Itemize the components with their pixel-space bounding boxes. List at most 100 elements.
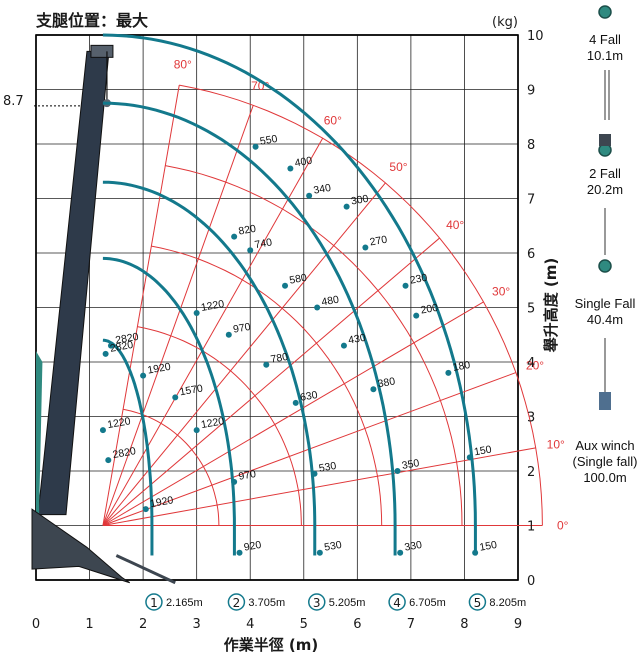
load-value-label: 200 <box>420 302 439 317</box>
boom-length-number: 3 <box>313 596 321 610</box>
load-curve <box>102 256 236 526</box>
boom-length-badge <box>308 593 326 611</box>
hook-fall-label: 4 Fall <box>589 32 621 47</box>
load-point <box>282 282 289 289</box>
load-point <box>402 282 409 289</box>
angle-label: 10° <box>547 437 565 451</box>
boom-length-number: 5 <box>474 596 482 610</box>
x-axis-title: 作業半徑 (m) <box>224 636 319 654</box>
load-value-label: 1920 <box>147 361 172 377</box>
load-curve <box>102 101 397 526</box>
crane-mast-shape <box>36 351 43 531</box>
load-value-label: 530 <box>318 460 337 475</box>
load-point <box>314 304 321 311</box>
load-value-label: 270 <box>369 234 388 249</box>
hook-length-label: 20.2m <box>587 182 623 197</box>
boom-length-label: 8.205m <box>489 597 526 609</box>
boom-length-number: 4 <box>393 596 401 610</box>
load-value-label: 780 <box>270 351 289 366</box>
angle-label: 20° <box>526 358 544 372</box>
y-axis-title: 舉升高度 (m) <box>542 258 560 353</box>
load-point <box>193 309 200 316</box>
y-tick-label: 7 <box>527 193 535 208</box>
boom-length-label: 5.205m <box>329 597 366 609</box>
load-value-label: 230 <box>409 272 428 287</box>
load-value-label: 430 <box>347 332 366 347</box>
outrigger-leg <box>115 554 176 585</box>
boom-length-number: 1 <box>150 596 158 610</box>
x-tick-label: 1 <box>85 617 93 632</box>
plot-frame <box>35 34 519 581</box>
load-value-label: 2820 <box>109 339 134 355</box>
outrigger-shape <box>31 508 131 584</box>
load-point <box>140 372 147 379</box>
y-tick-label: 3 <box>527 411 535 426</box>
load-point <box>142 506 149 513</box>
load-point <box>397 549 404 556</box>
hook-length-label: 40.4m <box>587 312 623 327</box>
x-tick-label: 3 <box>193 617 201 632</box>
y-tick-label: 8 <box>527 138 535 153</box>
load-point <box>107 342 114 349</box>
boom-length-label: 3.705m <box>248 597 285 609</box>
x-tick-label: 9 <box>514 617 522 632</box>
load-point <box>225 331 232 338</box>
crane-drawing <box>31 44 176 585</box>
angle-ray <box>102 137 324 526</box>
load-point <box>99 427 106 434</box>
load-curves <box>102 33 477 556</box>
angle-label: 0° <box>557 519 569 533</box>
load-value-label: 1220 <box>200 415 225 431</box>
hook-fall-label: Aux winch <box>575 438 634 453</box>
hook-block-shape <box>599 134 611 146</box>
load-point <box>102 350 109 357</box>
y-tick-label: 1 <box>527 520 535 535</box>
boom-shape <box>37 50 110 516</box>
load-value-label: 580 <box>288 272 307 287</box>
boom-length-badge <box>227 593 246 611</box>
load-value-label: 920 <box>243 539 262 554</box>
load-point <box>252 143 259 150</box>
load-value-label: 180 <box>452 359 471 374</box>
y-tick-label: 9 <box>527 84 535 99</box>
hook-icon <box>598 5 612 19</box>
y-tick-label: 4 <box>527 356 535 371</box>
load-value-label: 300 <box>350 193 369 208</box>
angle-ray <box>102 301 484 526</box>
load-value-label: 970 <box>238 468 257 483</box>
hook-length-label: 10.1m <box>587 48 623 63</box>
boom-head-shape <box>90 44 114 58</box>
load-point <box>105 457 112 464</box>
x-tick-label: 0 <box>32 617 40 632</box>
load-point <box>316 549 323 556</box>
load-point <box>466 454 473 461</box>
boom-length-badge <box>145 593 163 611</box>
load-value-label: 400 <box>294 155 313 170</box>
angle-label: 60° <box>324 113 342 127</box>
load-value-label: 480 <box>321 294 340 309</box>
load-point <box>362 244 369 251</box>
load-value-label: 350 <box>401 457 420 472</box>
angle-ray <box>102 237 440 526</box>
load-value-label: 550 <box>259 133 278 148</box>
load-point <box>311 470 318 477</box>
load-point <box>413 312 420 319</box>
hook-sub-label: (Single fall) <box>572 454 637 469</box>
hook-icon <box>598 259 612 273</box>
boom-length-label: 6.705m <box>409 597 446 609</box>
y-tick-label: 6 <box>527 247 535 262</box>
boom-length-badge <box>468 593 487 611</box>
angle-label: 50° <box>389 160 407 174</box>
boom-length-badge <box>388 593 406 611</box>
load-point <box>247 247 254 254</box>
load-curve <box>102 338 154 526</box>
load-value-label: 820 <box>238 223 257 238</box>
angle-ray <box>102 105 254 526</box>
load-value-label: 1220 <box>106 415 131 431</box>
load-value-label: 330 <box>404 539 423 554</box>
load-value-label: 380 <box>377 375 396 390</box>
load-point <box>172 394 179 401</box>
load-curve <box>102 33 477 526</box>
